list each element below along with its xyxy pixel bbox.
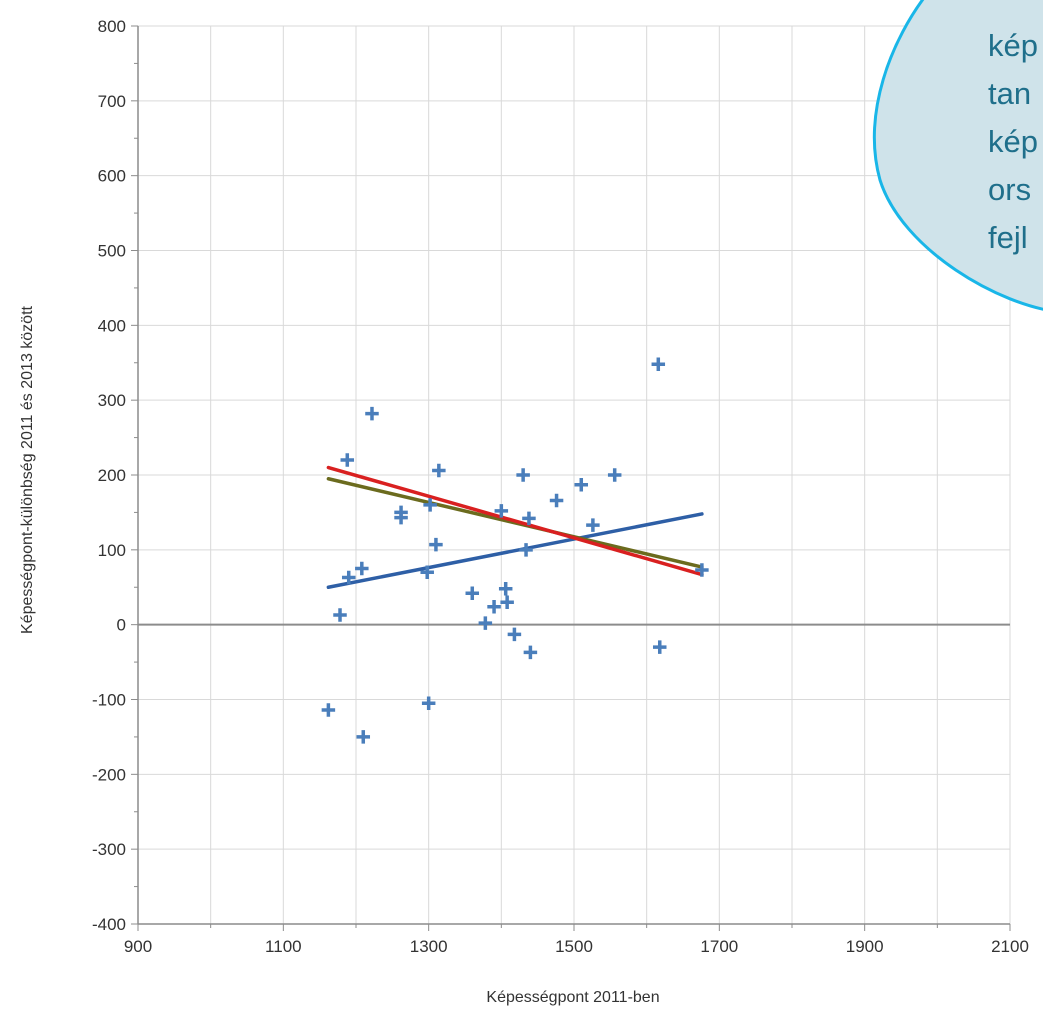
data-point [465,586,480,600]
callout-text-line: ors [988,172,1031,207]
callout-shape [872,0,1043,311]
x-tick-label: 1500 [555,937,593,956]
data-point [507,627,522,642]
data-point [574,477,589,492]
data-points [321,357,709,744]
x-tick-label: 900 [124,937,152,956]
callout-bubble: kép tan kép ors fejl [872,0,1043,311]
trend-line [326,465,704,577]
data-point [333,608,347,622]
data-point [516,468,530,482]
y-tick-label: -300 [92,840,126,859]
data-point [607,468,622,482]
x-tick-label: 2100 [991,937,1029,956]
data-point [494,504,509,518]
data-point [498,581,513,596]
data-point [355,561,369,576]
data-point [365,406,379,421]
x-axis-title: Képességpont 2011-ben [486,989,659,1006]
callout-text-line: fejl [988,220,1028,255]
y-tick-label: -200 [92,765,126,784]
data-point [652,640,667,654]
callout-text-line: kép [988,28,1038,63]
y-tick-label: 700 [98,92,126,111]
data-point [321,703,336,717]
callout-text-line: kép [988,124,1038,159]
data-point [340,453,355,467]
y-axis-title: Képességpont-különbség 2011 és 2013 közö… [19,305,36,634]
y-tick-label: -100 [92,691,126,710]
data-point [356,730,371,744]
trend-line [326,512,704,589]
data-point [695,563,709,577]
data-point [522,511,536,526]
x-tick-label: 1700 [700,937,738,956]
data-point [420,565,434,580]
y-tick-label: -400 [92,915,126,934]
x-tick-labels: 900 1100 1300 1500 1700 1900 2100 [124,937,1029,956]
data-point [586,518,600,532]
data-point [423,498,437,512]
y-tick-label: 500 [98,242,126,261]
data-point [487,599,501,614]
y-tick-label: 300 [98,391,126,410]
data-point [478,616,493,630]
data-point [549,493,564,508]
data-point [523,645,538,660]
data-point [432,463,446,478]
trend-lines [326,465,704,589]
y-tick-label: 800 [98,17,126,36]
axes [131,25,1011,931]
y-tick-labels: 800 700 600 500 400 300 200 100 0 -100 -200 -300 -40… [92,17,126,934]
callout-text-line: tan [988,76,1031,111]
x-tick-label: 1300 [410,937,448,956]
y-tick-label: 100 [98,541,126,560]
y-tick-label: 600 [98,167,126,186]
data-point [651,357,666,371]
data-point [429,537,443,552]
data-point [421,696,436,710]
y-tick-label: 200 [98,466,126,485]
data-point [519,543,533,557]
y-tick-label: 400 [98,316,126,335]
y-tick-label: 0 [117,616,126,635]
data-point [394,510,408,525]
data-point [341,570,356,585]
x-tick-label: 1100 [265,937,302,956]
x-tick-label: 1900 [846,937,884,956]
data-point [500,595,514,609]
trend-line [326,476,704,569]
